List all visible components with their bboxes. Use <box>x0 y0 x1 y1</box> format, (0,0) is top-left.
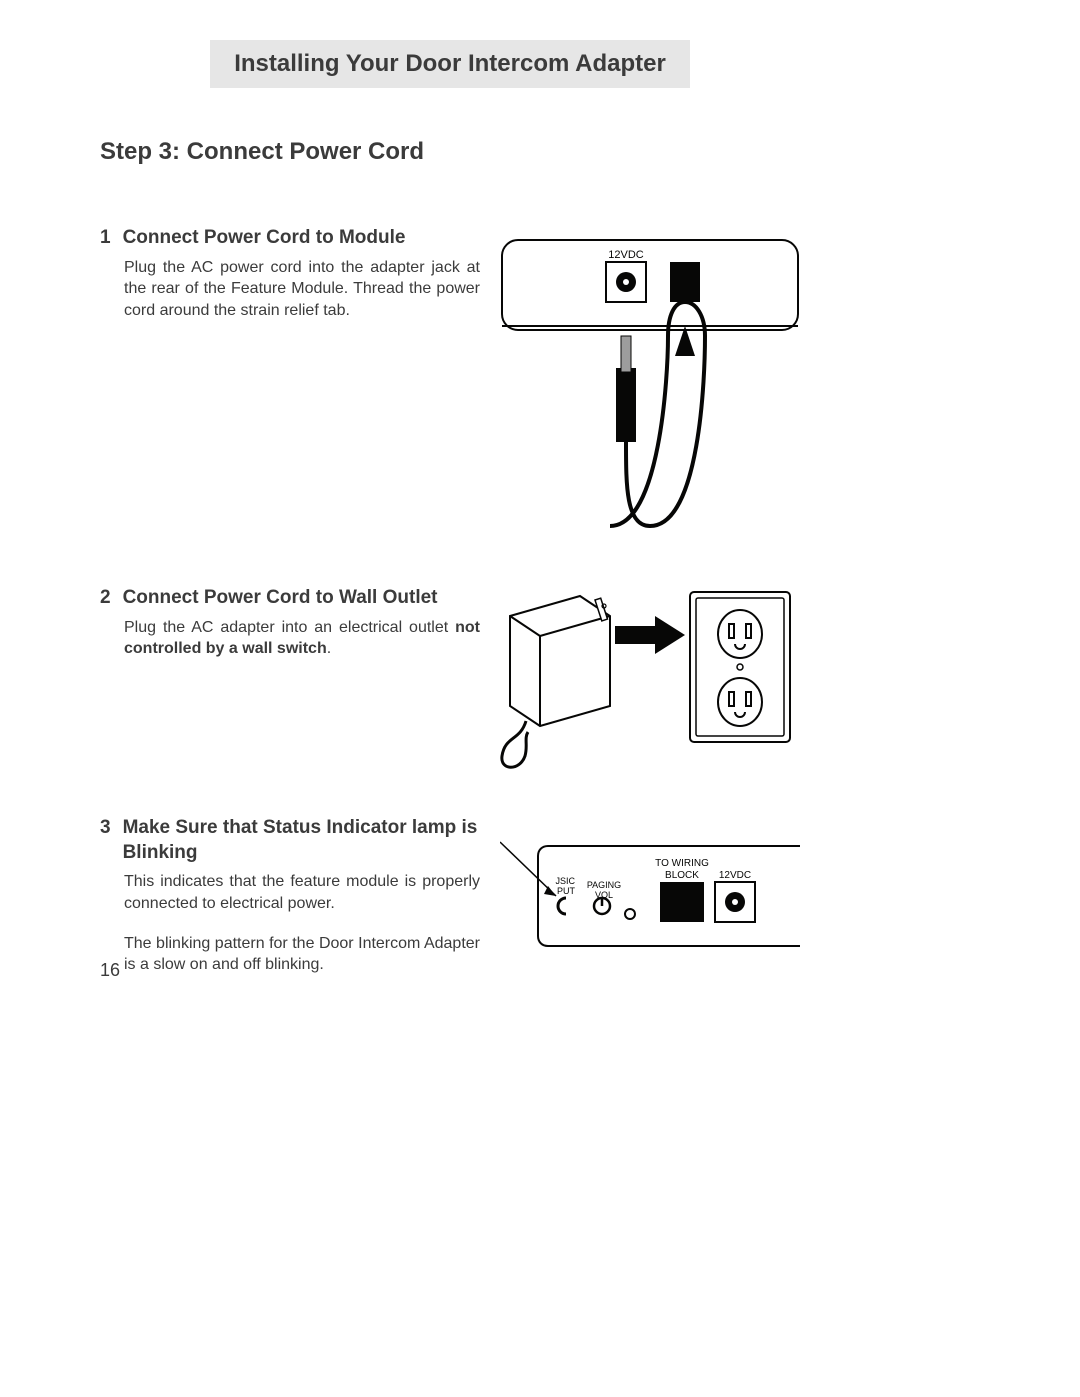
manual-page: Installing Your Door Intercom Adapter St… <box>100 40 800 976</box>
label-12vdc: 12VDC <box>608 249 644 261</box>
item-2-number: 2 <box>100 586 111 611</box>
arrow-right-icon <box>615 616 685 654</box>
label-to-wiring: TO WIRING <box>655 858 709 869</box>
label-jsic: JSIC <box>555 876 575 886</box>
section-banner-text: Installing Your Door Intercom Adapter <box>234 50 666 77</box>
item-3: 3 Make Sure that Status Indicator lamp i… <box>100 816 800 976</box>
item-2-title: Connect Power Cord to Wall Outlet <box>123 586 438 611</box>
item-1-body: Plug the AC power cord into the adapter … <box>124 257 480 322</box>
figure-module-jack: 12VDC <box>500 226 800 536</box>
step-title: Step 3: Connect Power Cord <box>100 138 800 166</box>
label-put: PUT <box>557 886 576 896</box>
item-2-body-c: . <box>327 640 331 657</box>
item-3-body-2: The blinking pattern for the Door Interc… <box>124 933 480 976</box>
figure-status-panel: TO WIRING BLOCK 12VDC JSIC PUT PAGING VO… <box>500 816 800 966</box>
page-number: 16 <box>100 960 120 981</box>
figure-wall-outlet <box>500 586 800 776</box>
item-2-body: Plug the AC adapter into an electrical o… <box>124 617 480 660</box>
item-3-body-1: This indicates that the feature module i… <box>124 871 480 914</box>
label-paging: PAGING <box>587 880 621 890</box>
item-1-title: Connect Power Cord to Module <box>123 226 406 251</box>
ac-adapter-icon <box>502 596 610 767</box>
item-1: 1 Connect Power Cord to Module Plug the … <box>100 226 800 536</box>
item-3-title: Make Sure that Status Indicator lamp is … <box>123 816 480 865</box>
item-2-body-a: Plug the AC adapter into an electrical o… <box>124 619 455 636</box>
item-2-text: 2 Connect Power Cord to Wall Outlet Plug… <box>100 586 480 660</box>
item-3-number: 3 <box>100 816 111 841</box>
item-3-text: 3 Make Sure that Status Indicator lamp i… <box>100 816 480 976</box>
item-1-figure: 12VDC <box>500 226 800 536</box>
item-3-figure: TO WIRING BLOCK 12VDC JSIC PUT PAGING VO… <box>500 816 800 966</box>
section-banner: Installing Your Door Intercom Adapter <box>210 40 690 88</box>
item-1-text: 1 Connect Power Cord to Module Plug the … <box>100 226 480 321</box>
label-12vdc-3: 12VDC <box>719 870 751 881</box>
label-block: BLOCK <box>665 870 699 881</box>
item-1-number: 1 <box>100 226 111 251</box>
item-2: 2 Connect Power Cord to Wall Outlet Plug… <box>100 586 800 776</box>
item-2-figure <box>500 586 800 776</box>
wall-outlet-icon <box>690 592 790 742</box>
